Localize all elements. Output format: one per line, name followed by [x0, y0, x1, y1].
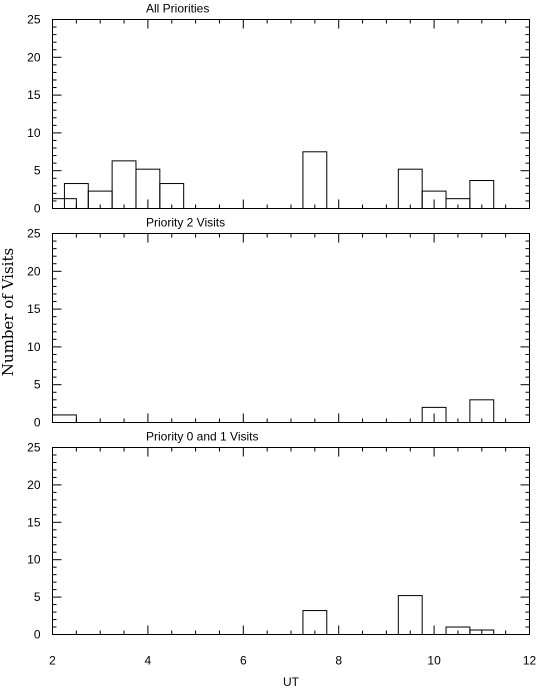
plot-frame [52, 233, 530, 423]
histogram-bar [469, 180, 495, 209]
panel-title: Priority 2 Visits [146, 216, 225, 230]
histogram-bar [111, 160, 137, 209]
x-tick-label: 12 [523, 654, 537, 668]
y-tick-label: 25 [27, 13, 41, 27]
y-tick-label: 0 [34, 416, 41, 430]
y-tick-label: 5 [34, 590, 41, 604]
y-tick-label: 20 [27, 50, 41, 64]
x-tick-label: 2 [49, 654, 56, 668]
y-tick-label: 25 [27, 227, 41, 241]
plot-frame [52, 447, 530, 635]
x-axis-label: UT [283, 675, 300, 688]
y-tick-label: 10 [27, 553, 41, 567]
y-tick-label: 5 [34, 378, 41, 392]
y-tick-label: 0 [34, 628, 41, 642]
y-tick-label: 5 [34, 164, 41, 178]
histogram-bar [302, 151, 328, 210]
panel-title: Priority 0 and 1 Visits [146, 430, 259, 444]
y-tick-label: 10 [27, 340, 41, 354]
panel-title: All Priorities [146, 2, 209, 16]
histogram-bar [52, 414, 77, 424]
histogram-bar [397, 595, 423, 636]
y-tick-label: 10 [27, 126, 41, 140]
x-tick-label: 8 [335, 654, 342, 668]
x-tick-label: 4 [145, 654, 152, 668]
histogram-bar [469, 629, 495, 636]
y-tick-label: 15 [27, 302, 41, 316]
y-tick-label: 25 [27, 441, 41, 455]
histogram-bar [302, 610, 328, 636]
y-tick-label: 0 [34, 202, 41, 216]
x-tick-label: 6 [240, 654, 247, 668]
y-tick-label: 15 [27, 515, 41, 529]
x-tick-label: 10 [427, 654, 441, 668]
y-axis-label: Number of Visits [0, 248, 17, 376]
histogram-bar [421, 406, 447, 424]
y-tick-label: 20 [27, 264, 41, 278]
y-tick-label: 20 [27, 478, 41, 492]
histogram-bar [469, 399, 495, 424]
histogram-bar [397, 168, 423, 210]
histogram-bar [159, 183, 185, 210]
plot-frame [52, 19, 530, 209]
y-tick-label: 15 [27, 88, 41, 102]
